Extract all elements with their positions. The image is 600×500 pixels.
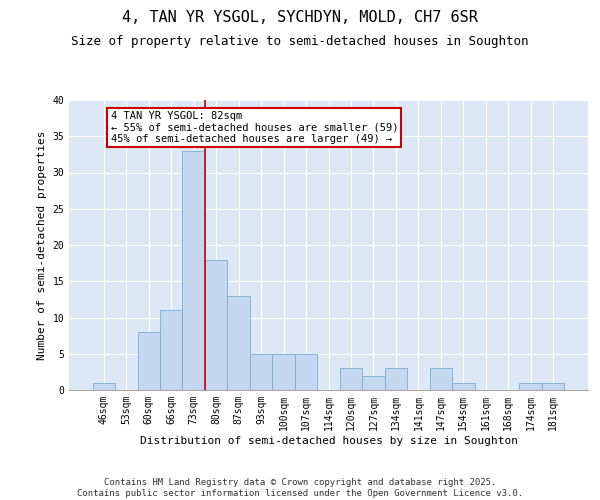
Bar xyxy=(340,368,362,390)
X-axis label: Distribution of semi-detached houses by size in Soughton: Distribution of semi-detached houses by … xyxy=(139,436,517,446)
Bar xyxy=(385,368,407,390)
Bar xyxy=(250,354,272,390)
Text: 4, TAN YR YSGOL, SYCHDYN, MOLD, CH7 6SR: 4, TAN YR YSGOL, SYCHDYN, MOLD, CH7 6SR xyxy=(122,10,478,25)
Bar xyxy=(430,368,452,390)
Bar xyxy=(520,383,542,390)
Bar xyxy=(182,151,205,390)
Bar xyxy=(452,383,475,390)
Text: 4 TAN YR YSGOL: 82sqm
← 55% of semi-detached houses are smaller (59)
45% of semi: 4 TAN YR YSGOL: 82sqm ← 55% of semi-deta… xyxy=(110,111,398,144)
Text: Contains HM Land Registry data © Crown copyright and database right 2025.
Contai: Contains HM Land Registry data © Crown c… xyxy=(77,478,523,498)
Bar xyxy=(362,376,385,390)
Bar xyxy=(137,332,160,390)
Y-axis label: Number of semi-detached properties: Number of semi-detached properties xyxy=(37,130,47,360)
Bar xyxy=(295,354,317,390)
Text: Size of property relative to semi-detached houses in Soughton: Size of property relative to semi-detach… xyxy=(71,35,529,48)
Bar xyxy=(92,383,115,390)
Bar xyxy=(205,260,227,390)
Bar xyxy=(227,296,250,390)
Bar xyxy=(272,354,295,390)
Bar xyxy=(160,310,182,390)
Bar xyxy=(542,383,565,390)
